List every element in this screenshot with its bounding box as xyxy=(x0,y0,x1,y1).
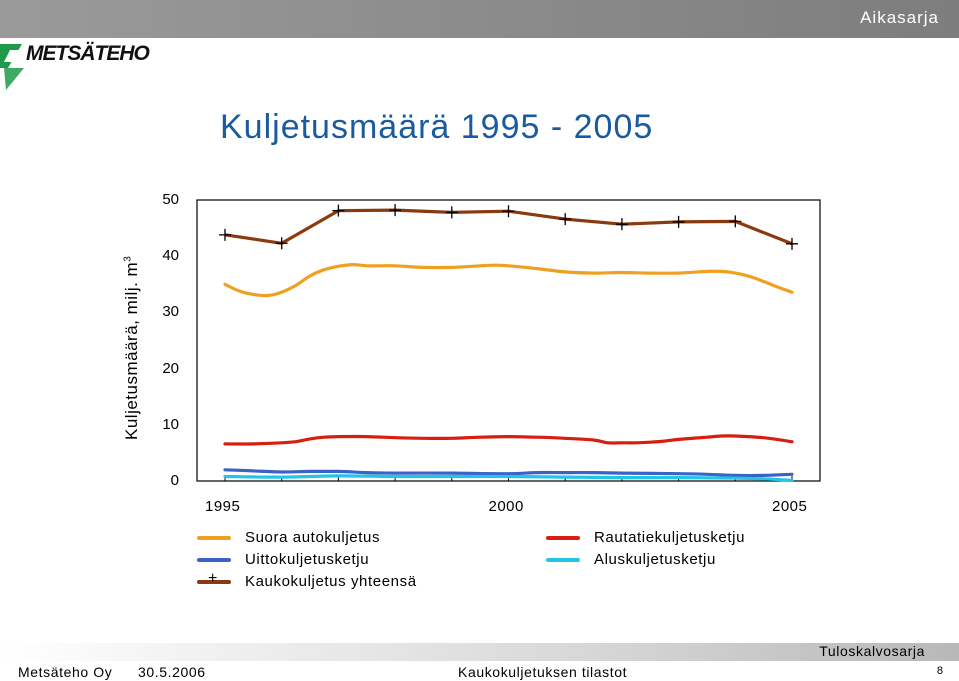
logo-mark-arrow xyxy=(4,50,30,62)
legend-item-uitto: Uittokuljetusketju xyxy=(197,551,369,568)
legend-item-kauko: + Kaukokuljetus yhteensä xyxy=(197,570,417,590)
logo-mark-shape-2 xyxy=(4,68,24,90)
legend-label: Kaukokuljetus yhteensä xyxy=(245,573,417,590)
series-point-kauko xyxy=(332,204,345,217)
footer-bar xyxy=(0,643,959,661)
series-point-kauko xyxy=(502,205,515,218)
series-line-alus xyxy=(223,474,794,482)
y-tick-label: 10 xyxy=(162,415,179,433)
legend-swatch-line xyxy=(197,579,231,584)
series-line-rautatie xyxy=(223,434,794,446)
legend-swatch-line xyxy=(546,535,580,540)
series-point-kauko xyxy=(786,237,798,250)
series-point-kauko xyxy=(445,206,458,219)
series-point-kauko xyxy=(672,215,685,228)
header-bar-gradient xyxy=(0,0,959,38)
legend-swatch: + xyxy=(197,570,231,587)
legend-swatch xyxy=(197,555,231,565)
series-point-kauko xyxy=(389,204,402,217)
footer-company: Metsäteho Oy xyxy=(18,664,113,680)
x-tick-label: 1995 xyxy=(205,498,241,515)
metsateho-logo xyxy=(0,44,30,90)
legend-swatch xyxy=(546,555,580,565)
page-number: 8 xyxy=(936,665,943,677)
legend-swatch-line xyxy=(197,557,231,562)
legend-plus-marker: + xyxy=(208,569,218,587)
series-point-kauko xyxy=(275,237,288,250)
footer-series-label: Tuloskalvosarja xyxy=(819,643,925,659)
legend-swatch-line xyxy=(546,557,580,562)
legend-label: Suora autokuljetus xyxy=(245,529,381,546)
footer-date: 30.5.2006 xyxy=(138,664,206,680)
series-line-uitto xyxy=(223,468,794,478)
plot-frame xyxy=(196,199,821,482)
y-tick-label: 20 xyxy=(162,359,179,377)
logo-text: METSÄTEHO xyxy=(26,42,150,65)
series-point-kauko xyxy=(559,213,572,226)
series-point-kauko xyxy=(615,218,628,231)
legend-item-alus: Aluskuljetusketju xyxy=(546,551,716,568)
y-tick-label: 50 xyxy=(162,191,179,208)
legend-swatch-line xyxy=(197,535,231,540)
page-title: Kuljetusmäärä 1995 - 2005 xyxy=(220,108,654,146)
legend-item-rautatie: Rautatiekuljetusketju xyxy=(546,529,745,546)
x-tick-label: 2005 xyxy=(772,498,808,515)
legend-item-suora: Suora autokuljetus xyxy=(197,529,380,546)
y-tick-label: 0 xyxy=(170,472,179,489)
series-line-suora xyxy=(223,262,794,298)
series-point-kauko xyxy=(729,215,742,228)
series-point-kauko xyxy=(219,228,231,241)
header-bar xyxy=(0,0,959,38)
x-tick-label: 2000 xyxy=(488,498,524,515)
legend-label: Aluskuljetusketju xyxy=(594,551,716,568)
footer-subject: Kaukokuljetuksen tilastot xyxy=(458,664,628,680)
section-label: Aikasarja xyxy=(860,8,939,27)
y-tick-label: 30 xyxy=(162,303,179,321)
legend-label: Uittokuljetusketju xyxy=(245,551,370,568)
legend-label: Rautatiekuljetusketju xyxy=(594,529,746,546)
legend-swatch xyxy=(546,533,580,543)
legend-swatch xyxy=(197,533,231,543)
y-tick-label: 40 xyxy=(162,247,179,265)
